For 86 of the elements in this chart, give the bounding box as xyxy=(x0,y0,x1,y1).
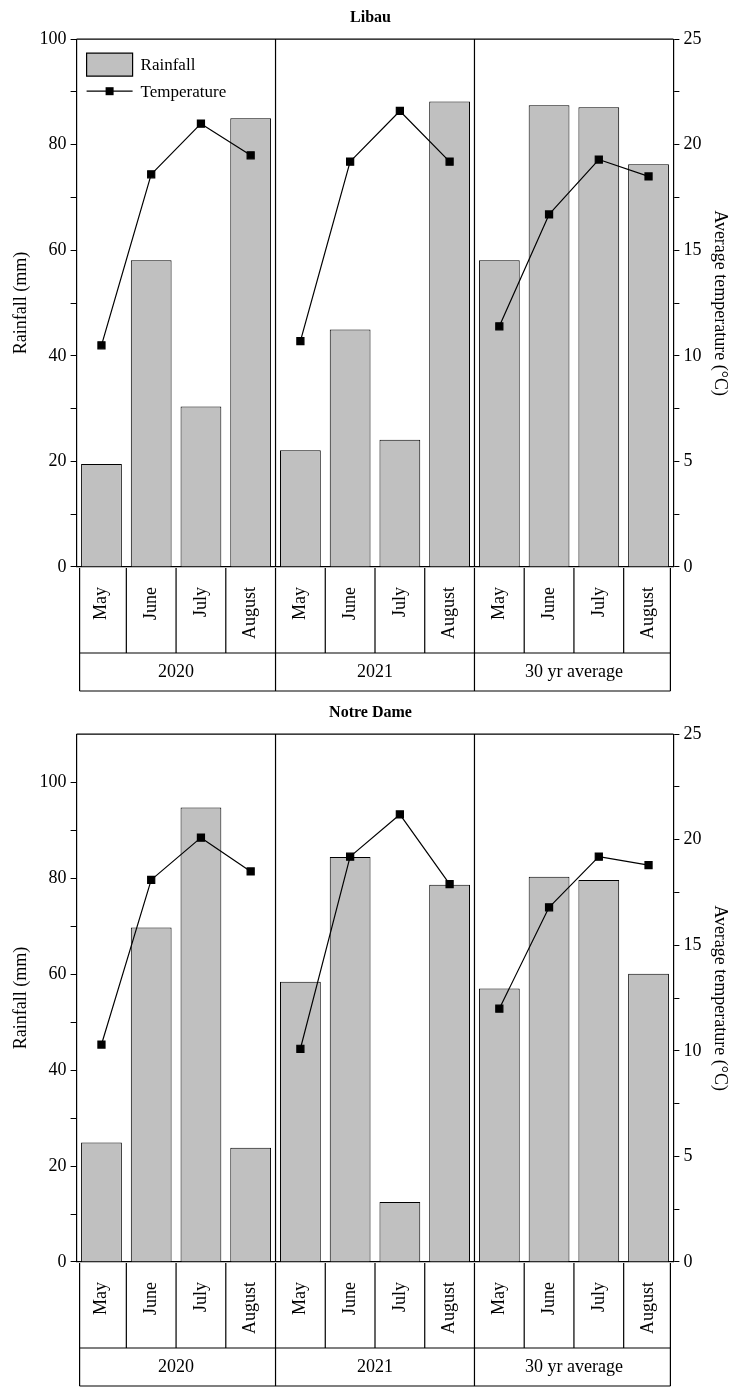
y-tick-label: 100 xyxy=(39,27,67,48)
y-tick-label: 80 xyxy=(48,133,67,154)
y-tick-label: 40 xyxy=(48,344,67,365)
x-tick-label: May xyxy=(488,587,509,620)
point xyxy=(644,860,653,870)
legend-label: Temperature xyxy=(140,81,227,101)
point xyxy=(346,157,355,166)
point xyxy=(346,852,355,861)
text: 30 yr average xyxy=(524,1355,623,1376)
x-tick-label: May xyxy=(90,587,111,620)
point xyxy=(147,875,156,885)
y2-tick-label: 0 xyxy=(683,555,693,576)
point xyxy=(395,106,404,116)
x-tick-label: June xyxy=(338,586,359,620)
point xyxy=(544,210,554,219)
y2-axis-title: Average temperature (°C) xyxy=(710,905,732,1091)
x-tick-label: May xyxy=(289,587,310,620)
x-tick-label: August xyxy=(239,587,260,640)
y-axis-title: Rainfall (mm) xyxy=(9,251,31,355)
y-tick-label: 40 xyxy=(48,1058,67,1079)
x-tick-label: August xyxy=(438,1282,459,1335)
y2-axis-title: Average temperature (°C) xyxy=(710,210,732,396)
y-tick-label: 20 xyxy=(48,450,67,471)
x-tick-label: June xyxy=(338,1281,359,1315)
y2-tick-label: 20 xyxy=(683,133,702,154)
y2-tick-label: 15 xyxy=(683,934,702,955)
point xyxy=(594,852,603,861)
y2-tick-label: 25 xyxy=(683,27,702,48)
x-tick-label: July xyxy=(388,587,409,618)
point xyxy=(445,157,454,166)
x-tick-label: June xyxy=(537,1281,558,1315)
y2-tick-label: 5 xyxy=(683,450,693,471)
x-tick-label: August xyxy=(637,1282,658,1335)
point xyxy=(644,172,653,181)
point xyxy=(196,833,206,842)
point xyxy=(296,336,305,346)
y-tick-label: 0 xyxy=(57,1250,67,1271)
x-tick-label: August xyxy=(438,587,459,640)
point xyxy=(594,155,603,164)
x-tick-label: May xyxy=(90,1282,111,1315)
y-axis-title: Rainfall (mm) xyxy=(9,946,31,1050)
x-tick-label: July xyxy=(587,1282,608,1313)
point xyxy=(246,151,255,160)
y2-tick-label: 10 xyxy=(683,1039,702,1060)
y-tick-label: 80 xyxy=(48,866,67,887)
point xyxy=(97,341,106,350)
text: 2021 xyxy=(357,660,393,681)
text: 2020 xyxy=(158,1355,195,1376)
y-tick-label: 20 xyxy=(48,1154,67,1175)
y-tick-label: 0 xyxy=(57,555,67,576)
y-tick-label: 100 xyxy=(39,770,67,791)
point xyxy=(246,867,255,876)
x-tick-label: August xyxy=(239,1282,260,1335)
x-tick-label: July xyxy=(587,587,608,618)
text: 2021 xyxy=(357,1355,393,1376)
text: 30 yr average xyxy=(524,660,623,681)
point xyxy=(495,322,504,331)
x-tick-label: July xyxy=(388,1282,409,1313)
y2-tick-label: 10 xyxy=(683,344,702,365)
x-tick-label: June xyxy=(139,586,160,620)
text: 2020 xyxy=(158,660,195,681)
point xyxy=(445,879,454,889)
y2-tick-label: 15 xyxy=(683,239,702,260)
point xyxy=(395,810,404,819)
x-tick-label: August xyxy=(637,587,658,640)
point xyxy=(196,119,206,128)
x-tick-label: July xyxy=(189,1282,210,1313)
chart-title: Notre Dame xyxy=(329,702,412,720)
legend-label: Rainfall xyxy=(140,54,196,74)
x-tick-label: May xyxy=(488,1282,509,1315)
y-tick-label: 60 xyxy=(48,239,67,260)
y2-tick-label: 25 xyxy=(683,722,702,743)
x-tick-label: July xyxy=(189,587,210,618)
x-tick-label: May xyxy=(289,1282,310,1315)
point xyxy=(544,903,554,912)
y2-tick-label: 5 xyxy=(683,1145,693,1166)
chart-title: Libau xyxy=(350,7,392,25)
y2-tick-label: 20 xyxy=(683,828,702,849)
y2-tick-label: 0 xyxy=(683,1250,693,1271)
x-tick-label: June xyxy=(537,586,558,620)
point xyxy=(296,1044,305,1053)
point xyxy=(495,1004,504,1013)
y-tick-label: 60 xyxy=(48,962,67,983)
point xyxy=(97,1040,106,1049)
point xyxy=(147,170,156,179)
x-tick-label: June xyxy=(139,1281,160,1315)
